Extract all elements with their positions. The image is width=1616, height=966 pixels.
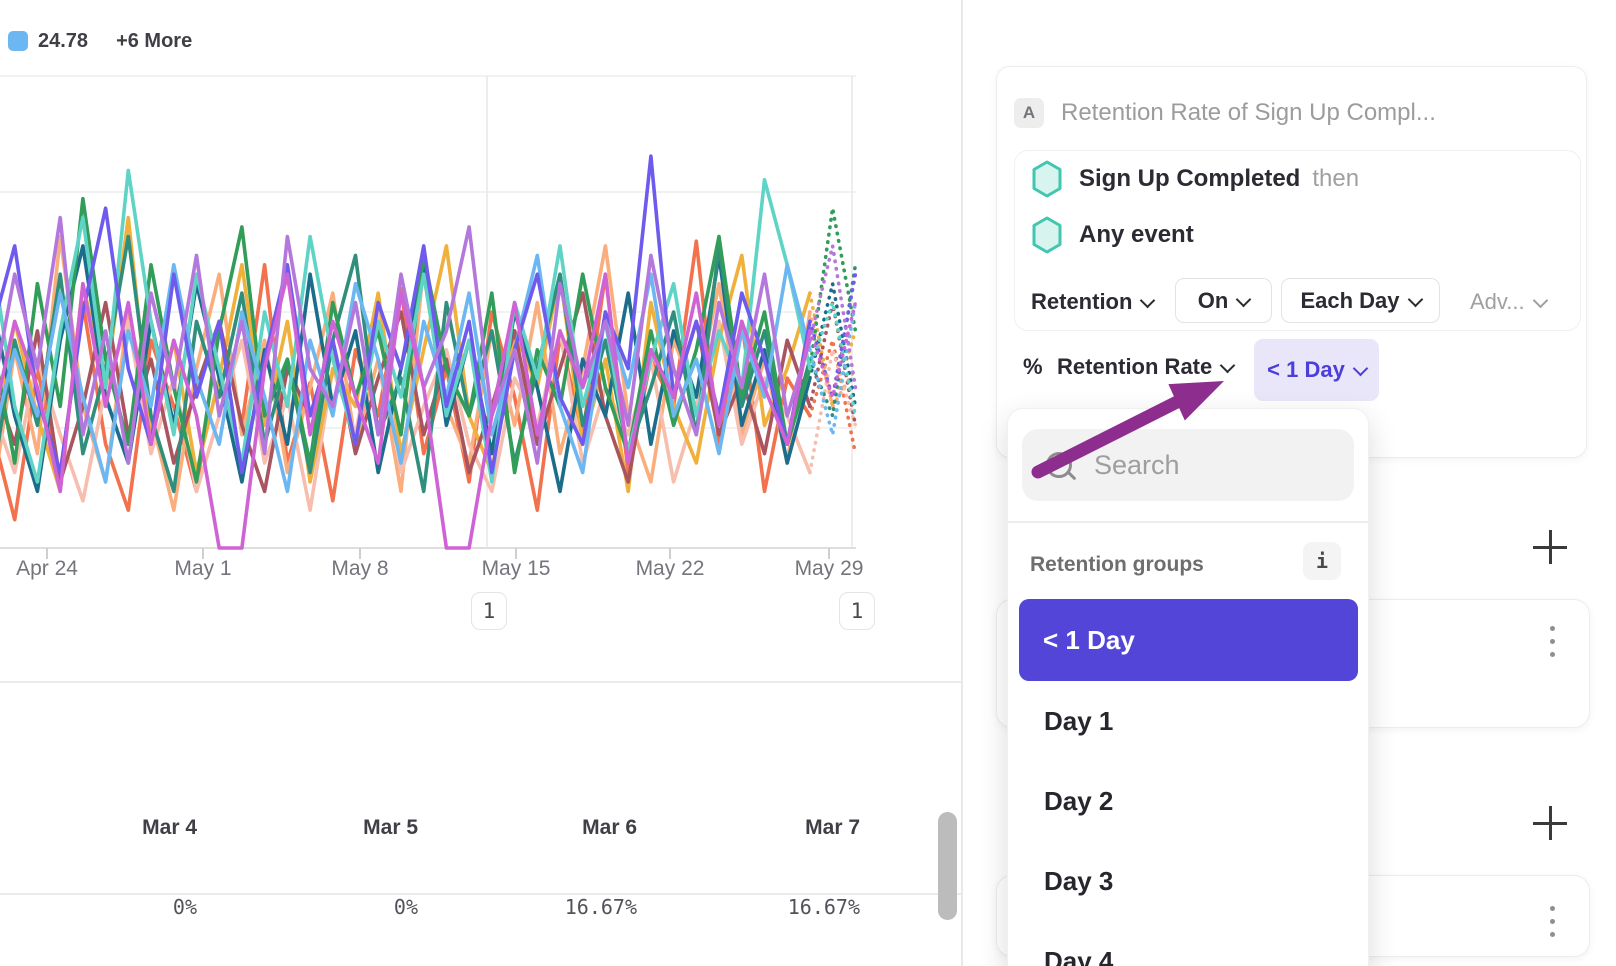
add-report-button[interactable] xyxy=(1532,805,1568,841)
x-tick-label: May 29 xyxy=(794,557,864,580)
dropdown-options: < 1 Day Day 1 Day 2 Day 3 Day 4 xyxy=(1008,599,1368,966)
dropdown-option[interactable]: Day 3 xyxy=(1044,865,1114,896)
retention-type-dropdown[interactable]: Retention xyxy=(1031,289,1156,315)
measure-dropdown[interactable]: Retention Rate xyxy=(1057,354,1236,380)
event-hexagon-icon xyxy=(1032,216,1062,254)
event-name[interactable]: Any event xyxy=(1079,221,1194,248)
search-box[interactable] xyxy=(1022,429,1354,501)
chart-legend: 24.78 +6 More xyxy=(8,28,192,54)
table-header-cell: Mar 4 xyxy=(142,816,197,839)
x-tick-label: Apr 24 xyxy=(16,557,78,580)
vertical-scrollbar[interactable] xyxy=(938,812,957,920)
event-name[interactable]: Sign Up Completed xyxy=(1079,165,1301,192)
dropdown-option[interactable]: Day 2 xyxy=(1044,785,1114,816)
info-icon[interactable]: i xyxy=(1303,542,1341,580)
page-button[interactable]: 1 xyxy=(471,592,507,630)
chart-series-tail-line-6 xyxy=(808,283,858,409)
chart-series-tail-line-12 xyxy=(808,245,858,390)
chevron-down-icon xyxy=(1352,360,1369,377)
x-tick-label: May 8 xyxy=(331,557,389,580)
query-badge: A xyxy=(1014,98,1044,128)
percent-symbol: % xyxy=(1023,354,1043,379)
legend-swatch[interactable] xyxy=(8,31,28,51)
chart-series-line-10[interactable] xyxy=(0,253,812,494)
event-suffix: then xyxy=(1312,165,1360,192)
group-label: Retention groups xyxy=(1030,553,1204,576)
measure-row: % Retention Rate < 1 Day xyxy=(997,337,1586,401)
query-title[interactable]: Retention Rate of Sign Up Compl... xyxy=(1061,99,1436,126)
chart-series-line-7[interactable] xyxy=(0,234,812,494)
retention-line-chart[interactable] xyxy=(0,0,962,580)
dropdown-option[interactable]: Day 1 xyxy=(1044,705,1114,736)
kebab-menu-icon[interactable] xyxy=(1550,626,1555,657)
chart-series-line-9[interactable] xyxy=(0,168,812,484)
section-divider xyxy=(0,681,962,683)
table-value-cell: 0% xyxy=(172,895,197,919)
x-tick-label: May 22 xyxy=(635,557,705,580)
chevron-down-icon xyxy=(1140,292,1156,309)
event-row-sign-up[interactable]: Sign Up Completed then xyxy=(1015,151,1580,207)
search-icon xyxy=(1046,452,1072,478)
chart-series-tail-line-13 xyxy=(808,300,858,404)
chart-series-tail-line-4 xyxy=(808,291,858,407)
table-value-cell: 16.67% xyxy=(787,895,860,919)
chevron-down-icon xyxy=(1532,292,1548,309)
legend-value[interactable]: 24.78 xyxy=(38,29,89,52)
table-value-cell: 0% xyxy=(393,895,418,919)
x-tick-label: May 15 xyxy=(481,557,551,580)
on-dropdown[interactable]: On xyxy=(1175,278,1272,323)
dropdown-option[interactable]: Day 4 xyxy=(1044,945,1114,966)
chevron-down-icon xyxy=(1236,291,1252,307)
chevron-down-icon xyxy=(1407,291,1423,307)
event-row-any-event[interactable]: Any event xyxy=(1015,207,1580,263)
page-button[interactable]: 1 xyxy=(839,592,875,630)
each-day-dropdown[interactable]: Each Day xyxy=(1281,278,1440,323)
chart-series-tail-line-8 xyxy=(808,207,858,371)
kebab-menu-icon[interactable] xyxy=(1550,906,1555,937)
table-divider xyxy=(0,893,962,895)
chart-series-line-13[interactable] xyxy=(0,272,812,550)
event-builder-card: Sign Up Completed then Any event Retenti… xyxy=(1014,150,1581,331)
table-value-cell: 16.67% xyxy=(564,895,637,919)
chart-series-line-12[interactable] xyxy=(0,215,812,465)
legend-more-button[interactable]: +6 More xyxy=(116,29,193,52)
table-header-cell: Mar 5 xyxy=(363,816,418,839)
add-report-button[interactable] xyxy=(1532,529,1568,565)
query-card: A Retention Rate of Sign Up Compl... Sig… xyxy=(996,66,1587,458)
table-header-cell: Mar 6 xyxy=(582,816,637,839)
x-tick-label: May 1 xyxy=(174,557,232,580)
chevron-down-icon xyxy=(1219,357,1236,374)
chart-series-tail-line-9 xyxy=(808,295,858,418)
chart-series-tail-line-7 xyxy=(808,262,858,423)
chart-series-tail-line-1 xyxy=(808,339,858,456)
dropdown-option-selected[interactable]: < 1 Day xyxy=(1019,599,1358,681)
panel-divider xyxy=(961,0,963,966)
chart-series-line-3[interactable] xyxy=(0,310,812,513)
event-hexagon-icon xyxy=(1032,160,1062,198)
retention-controls-row: Retention On Each Day Adv... xyxy=(1015,269,1580,323)
retention-group-dropdown: Retention groups i < 1 Day Day 1 Day 2 Day … xyxy=(1007,408,1369,966)
chart-series-line-8[interactable] xyxy=(0,196,812,484)
retention-group-chip[interactable]: < 1 Day xyxy=(1254,339,1379,401)
dropdown-divider xyxy=(1008,521,1368,523)
table-header-cell: Mar 7 xyxy=(805,816,860,839)
search-input[interactable] xyxy=(1092,448,1346,482)
chart-series-tail-line-10 xyxy=(808,300,858,436)
advanced-dropdown[interactable]: Adv... xyxy=(1470,289,1548,315)
